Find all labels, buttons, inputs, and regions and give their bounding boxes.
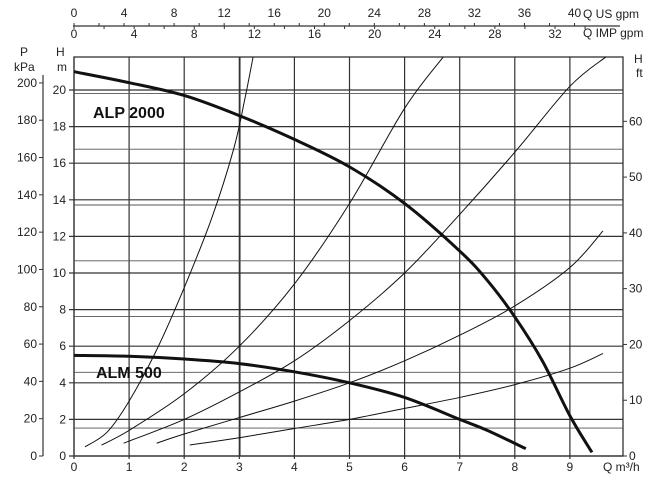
us-gpm-tick-label: 32 (468, 6, 482, 20)
alm-500-label: ALM 500 (96, 365, 162, 382)
y-tick-label-m: 18 (53, 120, 67, 134)
alp-2000-label: ALP 2000 (93, 105, 165, 122)
kpa-label: kPa (14, 60, 35, 74)
y-tick-label-kpa: 120 (17, 225, 37, 239)
y-tick-label-ft: 30 (629, 282, 643, 296)
system-curve (84, 56, 254, 448)
imp-gpm-tick-label: 20 (368, 27, 382, 41)
x-tick-label: 7 (456, 460, 463, 474)
axis-labels: Q US gpm Q IMP gpm P kPa H m H ft Q m³/h… (14, 7, 643, 474)
us-gpm-tick-label: 0 (71, 6, 78, 20)
x-tick-label: 0 (71, 460, 78, 474)
imp-gpm-tick-label: 24 (428, 27, 442, 41)
q-imp-gpm-label: Q IMP gpm (583, 26, 643, 40)
curves (73, 56, 607, 454)
y-tick-label-m: 14 (53, 193, 67, 207)
imp-gpm-tick-label: 12 (248, 27, 262, 41)
y-tick-label-m: 2 (59, 412, 66, 426)
us-gpm-tick-label: 28 (418, 6, 432, 20)
imp-gpm-tick-label: 8 (191, 27, 198, 41)
y-tick-label-kpa: 140 (17, 188, 37, 202)
imp-gpm-tick-label: 16 (308, 27, 322, 41)
y-tick-label-m: 6 (59, 339, 66, 353)
y-tick-label-ft: 10 (629, 393, 643, 407)
system-curve (101, 56, 444, 446)
y-tick-label-kpa: 160 (17, 151, 37, 165)
y-tick-label-kpa: 20 (24, 412, 38, 426)
x-tick-label: 6 (401, 460, 408, 474)
y-tick-label-ft: 0 (629, 449, 636, 463)
y-tick-label-kpa: 100 (17, 262, 37, 276)
pump-curve-alm-500 (73, 353, 527, 451)
h-m-label: H (56, 45, 65, 59)
q-us-gpm-label: Q US gpm (583, 7, 639, 21)
imp-gpm-tick-label: 28 (488, 27, 502, 41)
y-tick-label-m: 0 (59, 449, 66, 463)
y-tick-label-m: 10 (53, 266, 67, 280)
us-gpm-tick-label: 12 (217, 6, 231, 20)
imp-gpm-tick-label: 32 (548, 27, 562, 41)
x-tick-label: 8 (511, 460, 518, 474)
q-m3h-label: Q m³/h (603, 460, 640, 474)
m-unit-label: m (57, 60, 67, 74)
system-curve (123, 56, 607, 444)
x-tick-label: 5 (346, 460, 353, 474)
us-gpm-tick-label: 16 (268, 6, 282, 20)
y-tick-label-kpa: 40 (24, 374, 38, 388)
system-curve (189, 353, 604, 446)
us-gpm-tick-label: 24 (368, 6, 382, 20)
y-tick-label-kpa: 80 (24, 300, 38, 314)
us-gpm-tick-label: 4 (121, 6, 128, 20)
us-gpm-tick-label: 36 (518, 6, 532, 20)
system-curve (156, 230, 604, 444)
y-tick-label-m: 16 (53, 156, 67, 170)
x-tick-label: 3 (236, 460, 243, 474)
p-label: P (20, 45, 28, 59)
us-gpm-tick-label: 8 (171, 6, 178, 20)
x-tick-label: 4 (291, 460, 298, 474)
h-ft-label: H (634, 52, 643, 66)
y-tick-label-ft: 50 (629, 170, 643, 184)
y-tick-label-m: 4 (59, 376, 66, 390)
y-tick-label-m: 20 (53, 83, 67, 97)
us-gpm-tick-label: 40 (568, 6, 582, 20)
y-tick-label-kpa: 60 (24, 337, 38, 351)
pump-curve-alp-2000 (73, 70, 594, 454)
axes: 0 1 2 3 4 5 6 7 8 9024681012141618200102030405060… (17, 6, 643, 474)
imp-gpm-tick-label: 4 (131, 27, 138, 41)
x-tick-label: 9 (567, 460, 574, 474)
y-tick-label-m: 8 (59, 303, 66, 317)
ft-unit-label: ft (636, 66, 643, 80)
y-tick-label-ft: 20 (629, 337, 643, 351)
x-tick-label: 1 (126, 460, 133, 474)
y-tick-label-kpa: 0 (30, 449, 37, 463)
y-tick-label-kpa: 180 (17, 113, 37, 127)
y-tick-label-ft: 60 (629, 114, 643, 128)
y-tick-label-m: 12 (53, 229, 67, 243)
us-gpm-tick-label: 20 (318, 6, 332, 20)
y-tick-label-ft: 40 (629, 226, 643, 240)
y-tick-label-kpa: 200 (17, 76, 37, 90)
x-tick-label: 2 (181, 460, 188, 474)
imp-gpm-tick-label: 0 (71, 27, 78, 41)
